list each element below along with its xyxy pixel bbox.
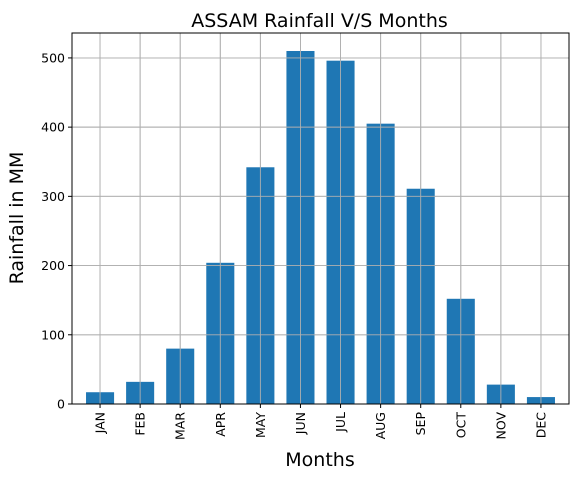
- x-tick-label: MAR: [173, 412, 188, 440]
- x-tick-label: MAY: [253, 412, 268, 438]
- x-tick-label: FEB: [133, 412, 148, 436]
- grid: [72, 33, 569, 405]
- x-tick-label: DEC: [533, 412, 548, 439]
- plot-frame: [71, 32, 570, 405]
- x-tick-label: NOV: [493, 412, 508, 440]
- grid-overlay: [72, 33, 569, 405]
- x-tick-label: JUL: [333, 412, 348, 433]
- x-axis-ticks: JAN FEB MAR APR MAY JUN JUL AUG SEP OCT NOV DEC: [93, 404, 548, 440]
- y-tick-label: 200: [41, 258, 65, 273]
- chart-title: ASSAM Rainfall V/S Months: [191, 10, 448, 32]
- x-tick-label: SEP: [413, 412, 428, 436]
- bars: [86, 50, 555, 405]
- y-tick-label: 0: [57, 397, 65, 412]
- x-tick-label: JAN: [93, 412, 108, 434]
- y-tick-label: 100: [41, 327, 65, 342]
- y-tick-label: 500: [41, 50, 65, 65]
- x-axis-label: Months: [285, 449, 354, 471]
- y-tick-label: 400: [41, 120, 65, 135]
- y-axis-label: Rainfall in MM: [6, 152, 28, 285]
- x-tick-label: OCT: [453, 412, 468, 439]
- x-tick-label: AUG: [373, 412, 388, 439]
- x-tick-label: JUN: [293, 412, 308, 435]
- x-tick-label: APR: [213, 412, 228, 437]
- y-axis-ticks: 0 100 200 300 400 500: [41, 50, 72, 412]
- y-tick-label: 300: [41, 189, 65, 204]
